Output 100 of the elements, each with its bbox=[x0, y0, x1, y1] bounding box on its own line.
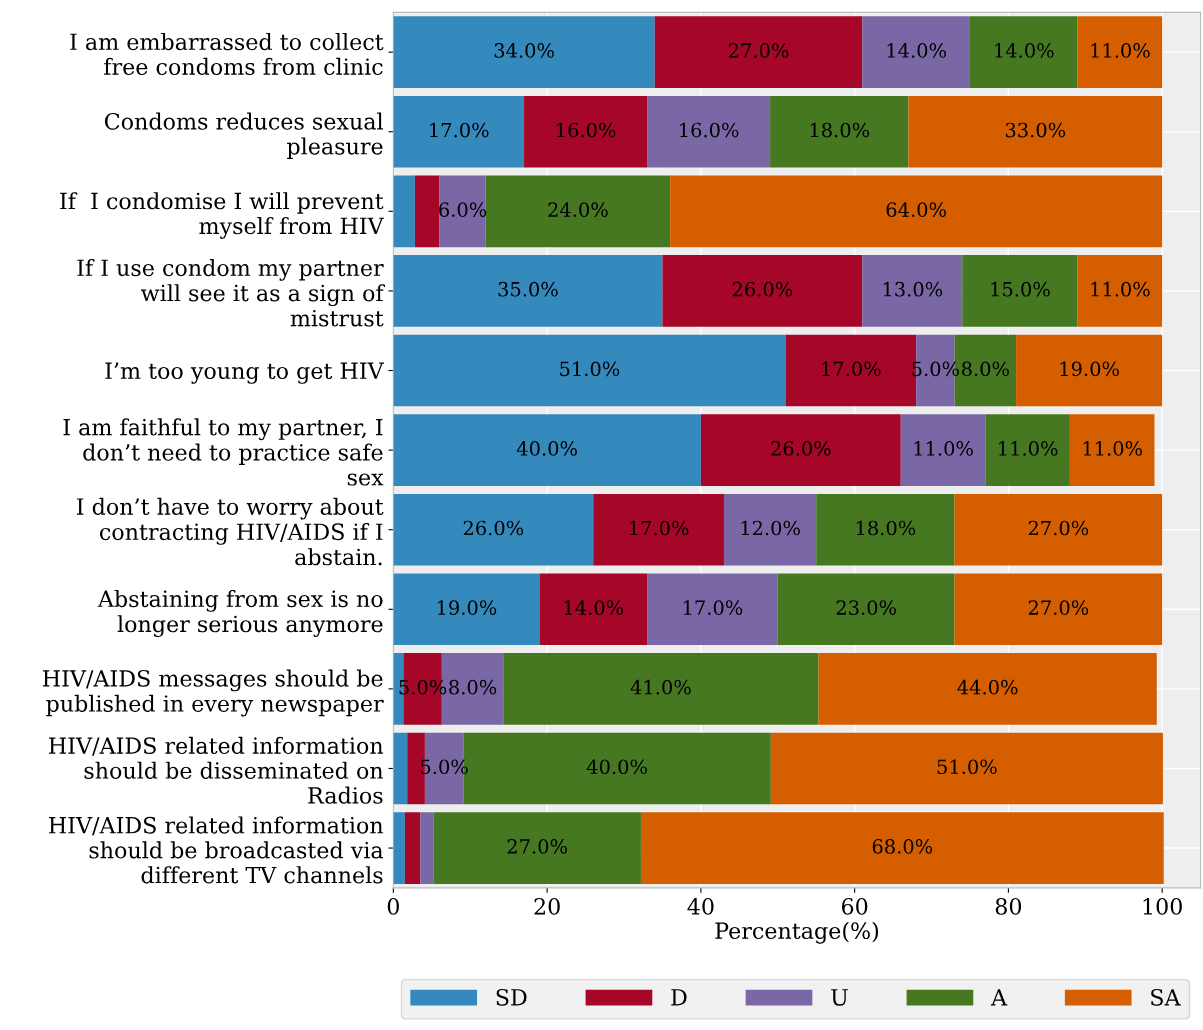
bar bbox=[723, 493, 817, 566]
data-label: 14.0% bbox=[995, 43, 1054, 58]
bar bbox=[1077, 16, 1163, 88]
bar bbox=[962, 255, 1078, 327]
data-label: 40.0% bbox=[516, 441, 577, 456]
data-label: 34.0% bbox=[494, 43, 554, 58]
bar bbox=[404, 812, 421, 884]
data-label: 18.0% bbox=[856, 520, 916, 536]
data-label: 27.0% bbox=[507, 839, 567, 854]
data-label: 11.0% bbox=[999, 441, 1058, 456]
bar bbox=[414, 175, 440, 248]
bar bbox=[393, 493, 594, 566]
x-tick-label: 100 bbox=[1143, 897, 1182, 915]
bar bbox=[420, 812, 434, 884]
data-label: 11.0% bbox=[914, 441, 973, 456]
data-label: 19.0% bbox=[437, 600, 497, 615]
data-label: 14.0% bbox=[564, 600, 624, 615]
bar bbox=[393, 175, 415, 248]
bar bbox=[816, 493, 955, 566]
data-label: 11.0% bbox=[1083, 441, 1142, 456]
bar bbox=[647, 95, 771, 168]
bar bbox=[985, 414, 1070, 486]
data-label: 19.0% bbox=[1060, 361, 1119, 377]
bar bbox=[770, 732, 1163, 805]
bar bbox=[954, 573, 1163, 646]
data-label: 35.0% bbox=[498, 281, 558, 297]
data-label: 17.0% bbox=[630, 520, 689, 536]
x-tick-label: 0 bbox=[387, 897, 399, 915]
bar bbox=[503, 653, 819, 725]
x-tick-label: 80 bbox=[995, 897, 1022, 915]
data-label: 8.0% bbox=[961, 361, 1009, 377]
bar bbox=[862, 16, 970, 88]
data-label: 27.0% bbox=[1028, 600, 1089, 615]
bar bbox=[393, 16, 655, 88]
legend-label: A bbox=[990, 989, 1008, 1006]
bar bbox=[700, 414, 901, 486]
data-label: 27.0% bbox=[1028, 520, 1089, 536]
y-tick-label: I don’t have to worry about contracting HIV/AIDS if I abstain. bbox=[77, 497, 384, 566]
data-label: 11.0% bbox=[1091, 281, 1150, 297]
data-label: 17.0% bbox=[683, 600, 743, 615]
bar bbox=[1016, 334, 1163, 407]
y-tick-label: I am faithful to my partner, I don’t need to practice safe sex bbox=[63, 418, 384, 486]
bar bbox=[393, 812, 405, 884]
y-tick-label: HIV/AIDS related information should be broadcasted via different TV channels bbox=[49, 816, 384, 884]
bar bbox=[662, 255, 863, 327]
data-label: 24.0% bbox=[548, 202, 608, 217]
data-label: 26.0% bbox=[463, 520, 524, 536]
data-label: 14.0% bbox=[887, 43, 946, 58]
bar bbox=[1069, 414, 1155, 486]
data-label: 27.0% bbox=[728, 43, 789, 58]
bar bbox=[393, 732, 408, 805]
data-label: 16.0% bbox=[557, 122, 616, 138]
data-label: 64.0% bbox=[886, 202, 946, 217]
y-tick-label: If I condomise I will prevent myself from HIV bbox=[60, 192, 384, 239]
bar bbox=[393, 334, 786, 407]
y-tick-label: Abstaining from sex is no longer serious anymore bbox=[97, 589, 383, 637]
y-tick-label: I’m too young to get HIV bbox=[105, 362, 384, 384]
data-label: 44.0% bbox=[957, 679, 1018, 695]
bar bbox=[433, 812, 641, 884]
bar bbox=[670, 175, 1163, 248]
legend-label: U bbox=[831, 989, 848, 1006]
bar bbox=[393, 573, 540, 646]
x-axis-title: Percentage(%) bbox=[715, 921, 879, 944]
data-label: 33.0% bbox=[1005, 122, 1066, 138]
data-label: 40.0% bbox=[586, 759, 647, 775]
bar bbox=[818, 653, 1157, 725]
data-label: 6.0% bbox=[439, 202, 487, 217]
bar bbox=[647, 573, 778, 646]
data-label: 23.0% bbox=[836, 600, 896, 615]
data-label: 17.0% bbox=[822, 361, 881, 377]
data-label: 15.0% bbox=[991, 281, 1050, 297]
legend-label: D bbox=[671, 989, 687, 1006]
data-label: 12.0% bbox=[741, 520, 800, 536]
bar bbox=[908, 95, 1163, 168]
data-label: 26.0% bbox=[771, 441, 831, 456]
data-label: 13.0% bbox=[883, 281, 943, 297]
y-tick-label: If I use condom my partner will see it as a sign of mistrust bbox=[77, 258, 385, 327]
bar bbox=[524, 95, 648, 168]
bar bbox=[393, 95, 525, 168]
data-label: 51.0% bbox=[560, 361, 620, 377]
bar bbox=[1077, 255, 1163, 327]
bar bbox=[393, 414, 701, 486]
bar bbox=[439, 175, 486, 248]
legend-label: SA bbox=[1151, 988, 1181, 1006]
y-tick-label: I am embarrassed to collect free condoms from clinic bbox=[70, 32, 384, 76]
data-label: 8.0% bbox=[449, 679, 497, 695]
data-label: 41.0% bbox=[630, 679, 691, 695]
bar bbox=[393, 255, 663, 327]
bar bbox=[640, 812, 1164, 884]
bar bbox=[862, 255, 963, 327]
data-label: 18.0% bbox=[810, 122, 870, 138]
x-tick-label: 60 bbox=[841, 897, 868, 915]
x-tick-label: 40 bbox=[687, 897, 714, 915]
bar bbox=[900, 414, 986, 486]
bar bbox=[485, 175, 671, 248]
bar bbox=[969, 16, 1078, 88]
data-label: 68.0% bbox=[872, 839, 933, 854]
data-label: 51.0% bbox=[937, 759, 997, 775]
bar bbox=[770, 95, 909, 168]
bar bbox=[654, 16, 863, 88]
